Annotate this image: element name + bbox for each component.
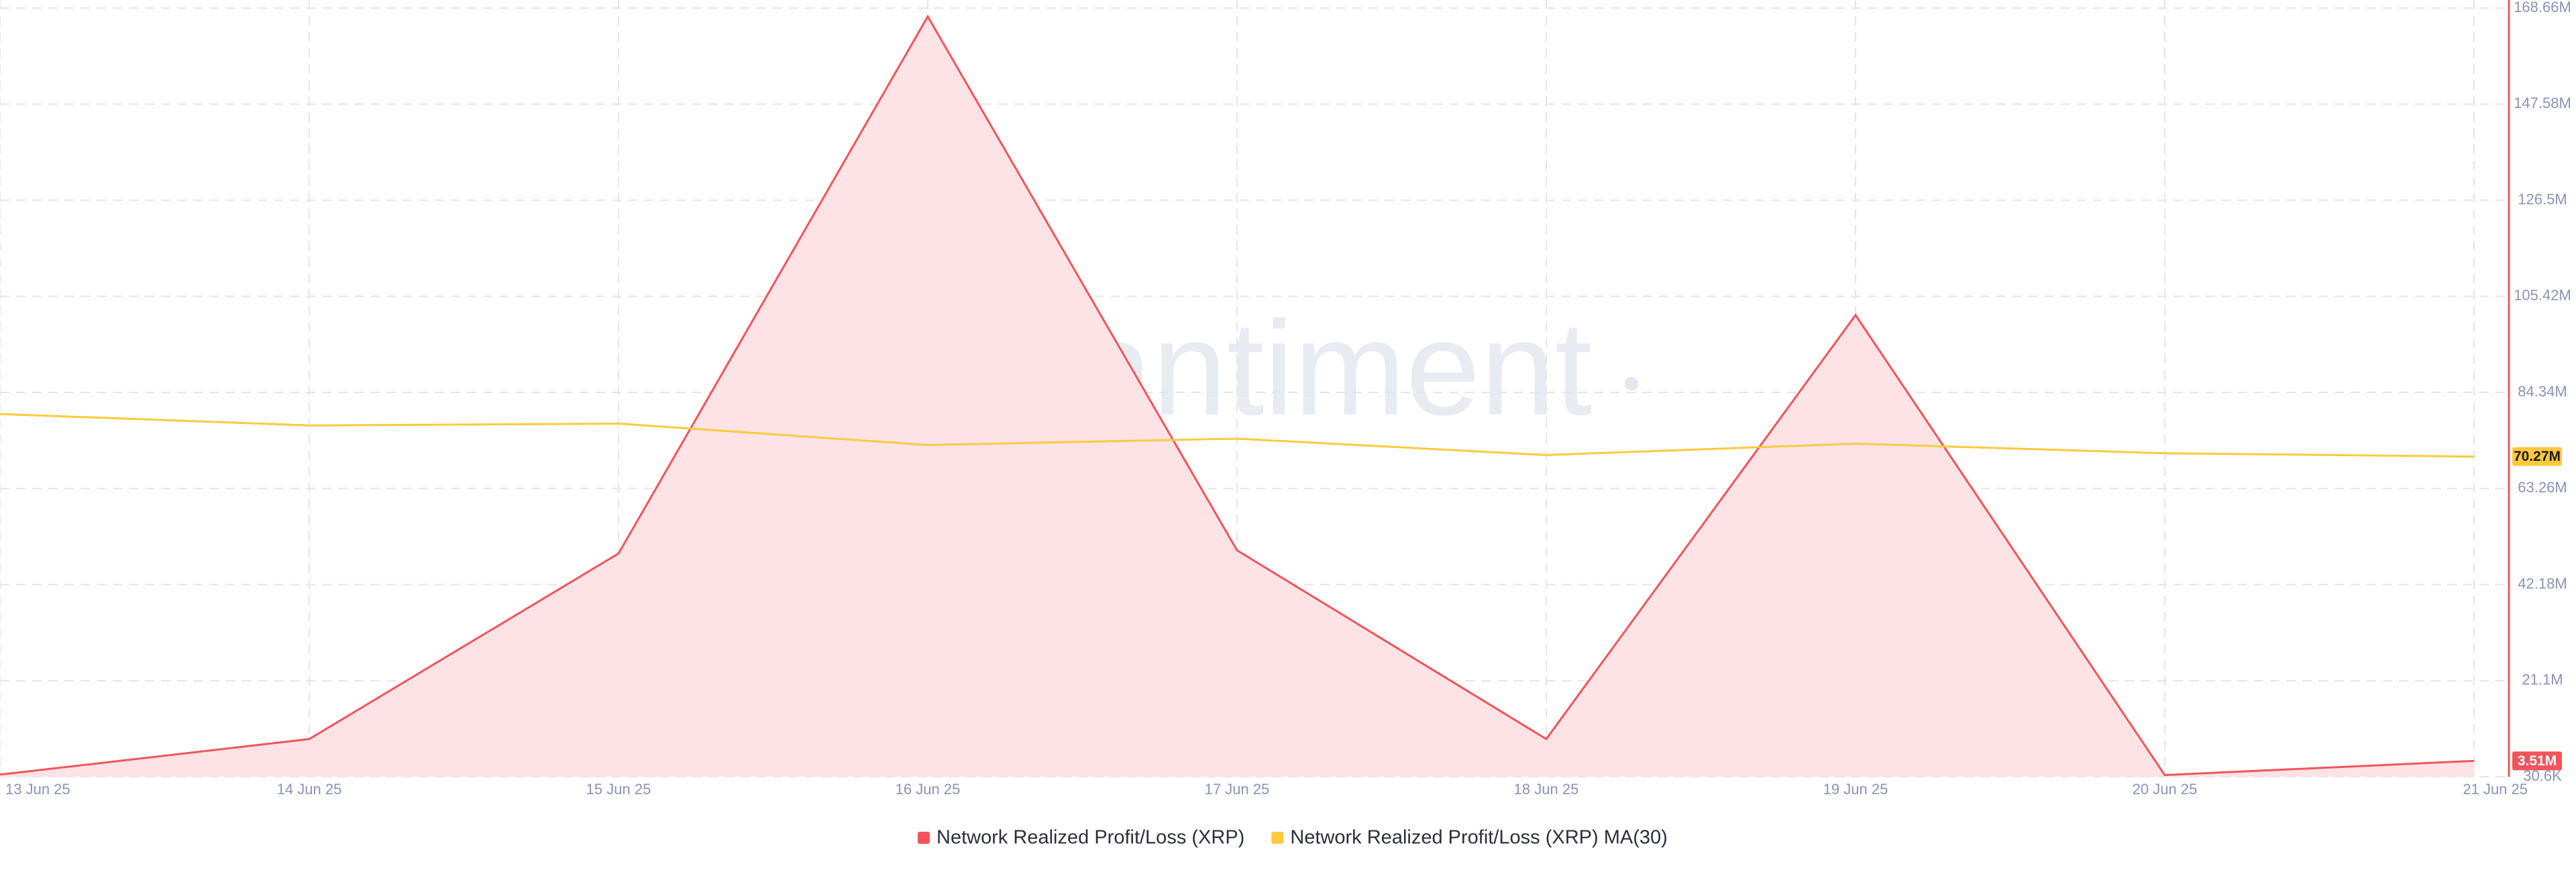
x-tick-label: 19 Jun 25 xyxy=(1823,781,1888,798)
series-line xyxy=(0,413,2475,458)
value-badge xyxy=(2512,751,2562,771)
y-tick-label: 105.42M xyxy=(2514,287,2571,304)
x-tick-label: 13 Jun 25 xyxy=(5,781,70,798)
x-tick-label: 14 Jun 25 xyxy=(277,781,342,798)
y-tick-label: 147.58M xyxy=(2514,95,2571,111)
x-tick-label: 21 Jun 25 xyxy=(2463,781,2528,798)
value-label: 3.51M xyxy=(2518,753,2557,769)
x-tick-label: 17 Jun 25 xyxy=(1205,781,1270,798)
legend-swatch xyxy=(918,832,930,844)
x-tick-label: 16 Jun 25 xyxy=(896,781,961,798)
value-badge xyxy=(2512,447,2562,466)
y-tick-label: 42.18M xyxy=(2518,575,2567,592)
y-tick-label: 168.66M xyxy=(2514,0,2571,15)
legend: Network Realized Profit/Loss (XRP) Networ… xyxy=(918,827,1668,849)
series-line xyxy=(0,14,2475,777)
legend-label: Network Realized Profit/Loss (XRP) xyxy=(936,827,1244,849)
x-tick-label: 20 Jun 25 xyxy=(2133,781,2198,798)
watermark-dot xyxy=(1625,377,1638,390)
value-label: 70.27M xyxy=(2514,449,2561,464)
y-tick-label: 126.5M xyxy=(2518,190,2567,207)
y-tick-label: 63.26M xyxy=(2518,479,2567,496)
area xyxy=(0,16,2474,777)
y-tick-label: 84.34M xyxy=(2518,383,2567,400)
legend-swatch xyxy=(1271,832,1284,844)
x-tick-label: 15 Jun 25 xyxy=(586,781,651,798)
x-tick-label: 18 Jun 25 xyxy=(1514,781,1579,798)
legend-label: Network Realized Profit/Loss (XRP) MA(30… xyxy=(1290,827,1667,849)
y-tick-label: 21.1M xyxy=(2522,671,2563,688)
